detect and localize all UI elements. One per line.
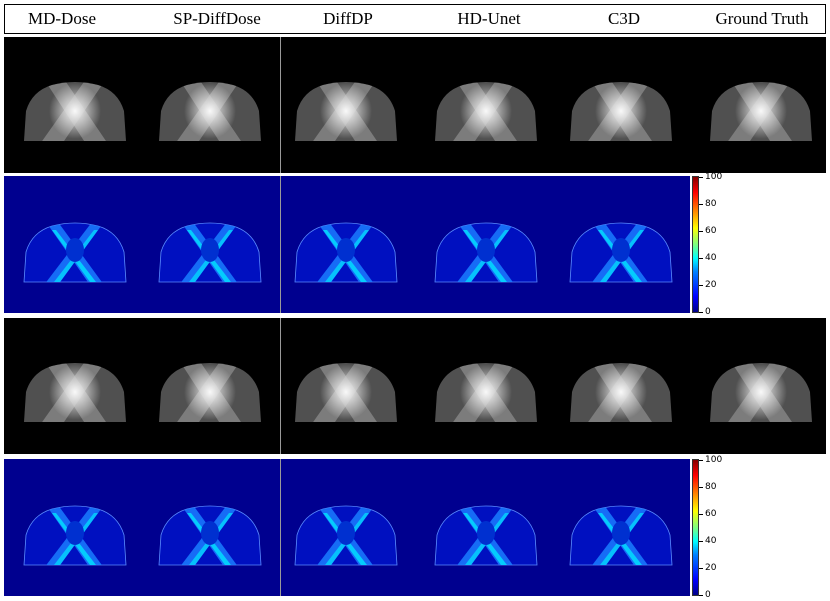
error-map-md-dose bbox=[16, 473, 134, 583]
dose-map-sp-diffdose bbox=[151, 49, 269, 159]
dose-map-c3d bbox=[562, 330, 680, 440]
error-map-hd-unet bbox=[427, 473, 545, 583]
error-row-case-2 bbox=[4, 459, 690, 596]
colorbar-tick-label: 80 bbox=[705, 482, 717, 492]
error-map-c3d bbox=[562, 473, 680, 583]
dose-map-hd-unet bbox=[427, 49, 545, 159]
column-title-hd-unet: HD-Unet bbox=[457, 9, 521, 28]
column-separator bbox=[280, 459, 281, 596]
colorbar-tick bbox=[699, 258, 703, 259]
dose-map-c3d bbox=[562, 49, 680, 159]
dose-row-case-1 bbox=[4, 37, 826, 173]
colorbar-tick-label: 20 bbox=[705, 563, 717, 573]
error-map-diffdp bbox=[287, 473, 405, 583]
colorbar-tick bbox=[699, 568, 703, 569]
colorbar-tick bbox=[699, 487, 703, 488]
column-title-c3d: C3D bbox=[607, 9, 641, 28]
colorbar-tick-label: 20 bbox=[705, 280, 717, 290]
colorbar-tick bbox=[699, 460, 703, 461]
column-separator bbox=[280, 176, 281, 313]
colorbar-tick bbox=[699, 312, 703, 313]
error-map-sp-diffdose bbox=[151, 473, 269, 583]
dose-map-ground-truth bbox=[702, 49, 820, 159]
colorbar-tick bbox=[699, 204, 703, 205]
dose-map-diffdp bbox=[287, 49, 405, 159]
dose-map-sp-diffdose bbox=[151, 330, 269, 440]
error-colorbar bbox=[692, 176, 699, 313]
dose-map-md-dose bbox=[16, 49, 134, 159]
colorbar-tick bbox=[699, 177, 703, 178]
dose-map-md-dose bbox=[16, 330, 134, 440]
colorbar-frame bbox=[692, 459, 699, 596]
colorbar-tick bbox=[699, 285, 703, 286]
error-map-hd-unet bbox=[427, 190, 545, 300]
error-map-md-dose bbox=[16, 190, 134, 300]
colorbar-tick bbox=[699, 231, 703, 232]
dose-map-hd-unet bbox=[427, 330, 545, 440]
column-header-bar: MD-Dose SP-DiffDose DiffDP HD-Unet C3D G… bbox=[4, 4, 826, 34]
error-row-case-1 bbox=[4, 176, 690, 313]
colorbar-frame bbox=[692, 176, 699, 313]
colorbar-tick bbox=[699, 595, 703, 596]
column-title-md-dose: MD-Dose bbox=[28, 9, 96, 28]
error-map-diffdp bbox=[287, 190, 405, 300]
colorbar-tick bbox=[699, 514, 703, 515]
column-title-sp-diffdose: SP-DiffDose bbox=[173, 9, 261, 28]
error-map-c3d bbox=[562, 190, 680, 300]
colorbar-tick-label: 60 bbox=[705, 509, 717, 519]
error-map-sp-diffdose bbox=[151, 190, 269, 300]
colorbar-tick-label: 0 bbox=[705, 590, 711, 600]
column-separator bbox=[280, 318, 281, 454]
dose-map-diffdp bbox=[287, 330, 405, 440]
colorbar-tick-label: 40 bbox=[705, 253, 717, 263]
dose-row-case-2 bbox=[4, 318, 826, 454]
colorbar-tick-label: 100 bbox=[705, 172, 723, 182]
column-title-ground-truth: Ground Truth bbox=[715, 9, 809, 28]
column-separator bbox=[280, 37, 281, 173]
colorbar-tick bbox=[699, 541, 703, 542]
colorbar-tick-label: 60 bbox=[705, 226, 717, 236]
colorbar-tick-label: 0 bbox=[705, 307, 711, 317]
colorbar-tick-label: 40 bbox=[705, 536, 717, 546]
error-colorbar bbox=[692, 459, 699, 596]
dose-map-ground-truth bbox=[702, 330, 820, 440]
colorbar-tick-label: 100 bbox=[705, 455, 723, 465]
colorbar-tick-label: 80 bbox=[705, 199, 717, 209]
column-title-diffdp: DiffDP bbox=[323, 9, 373, 28]
